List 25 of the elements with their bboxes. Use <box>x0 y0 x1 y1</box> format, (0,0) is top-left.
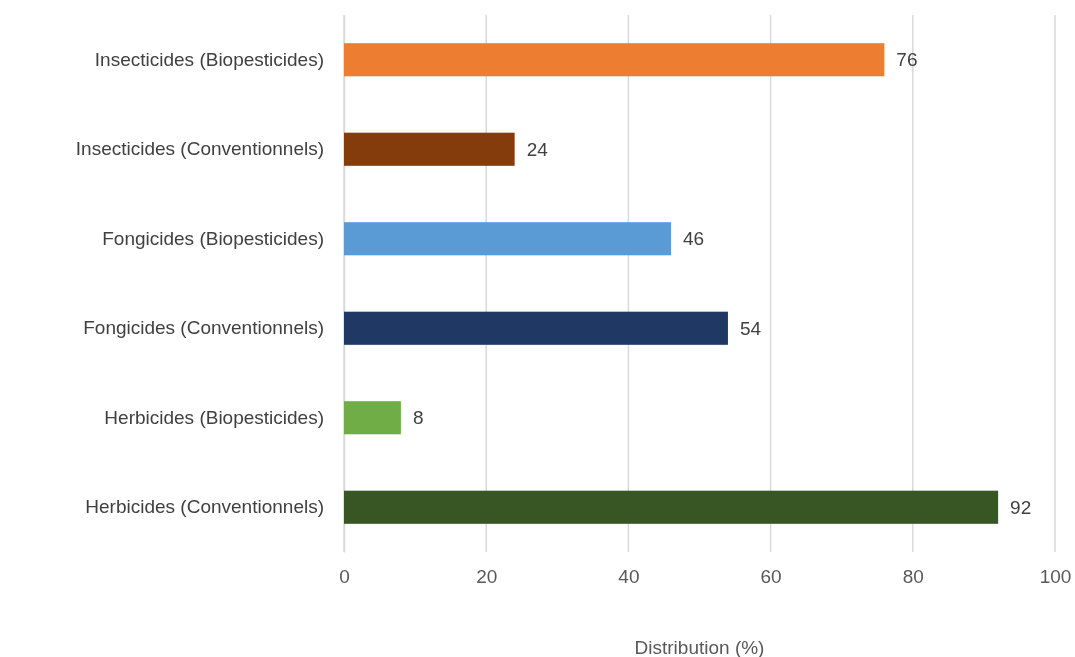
data-label: 8 <box>412 407 424 429</box>
y-tick-label: Insecticides (Biopesticides) <box>94 48 324 70</box>
y-tick-label: Fongicides (Biopesticides) <box>102 227 324 249</box>
y-tick-label: Insecticides (Conventionnels) <box>75 138 324 160</box>
bar <box>344 43 885 77</box>
data-label: 46 <box>683 228 705 250</box>
x-tick-label: 100 <box>1039 566 1072 588</box>
x-tick-label: 0 <box>339 566 350 588</box>
x-tick-label: 80 <box>902 566 924 588</box>
data-label: 92 <box>1010 496 1032 518</box>
bar <box>344 490 999 524</box>
bar <box>344 222 672 256</box>
y-tick-label: Herbicides (Conventionnels) <box>85 496 324 518</box>
data-label: 76 <box>896 49 918 71</box>
data-label: 24 <box>526 138 549 160</box>
bar <box>344 311 728 345</box>
x-tick-label: 60 <box>760 566 782 588</box>
bar <box>344 132 515 166</box>
x-axis-title: Distribution (%) <box>634 636 765 657</box>
x-tick-label: 40 <box>618 566 640 588</box>
y-tick-label: Herbicides (Biopesticides) <box>104 406 324 428</box>
bar <box>344 401 401 435</box>
x-tick-label: 20 <box>476 566 498 588</box>
data-label: 54 <box>739 317 762 339</box>
y-tick-label: Fongicides (Conventionnels) <box>83 317 324 339</box>
